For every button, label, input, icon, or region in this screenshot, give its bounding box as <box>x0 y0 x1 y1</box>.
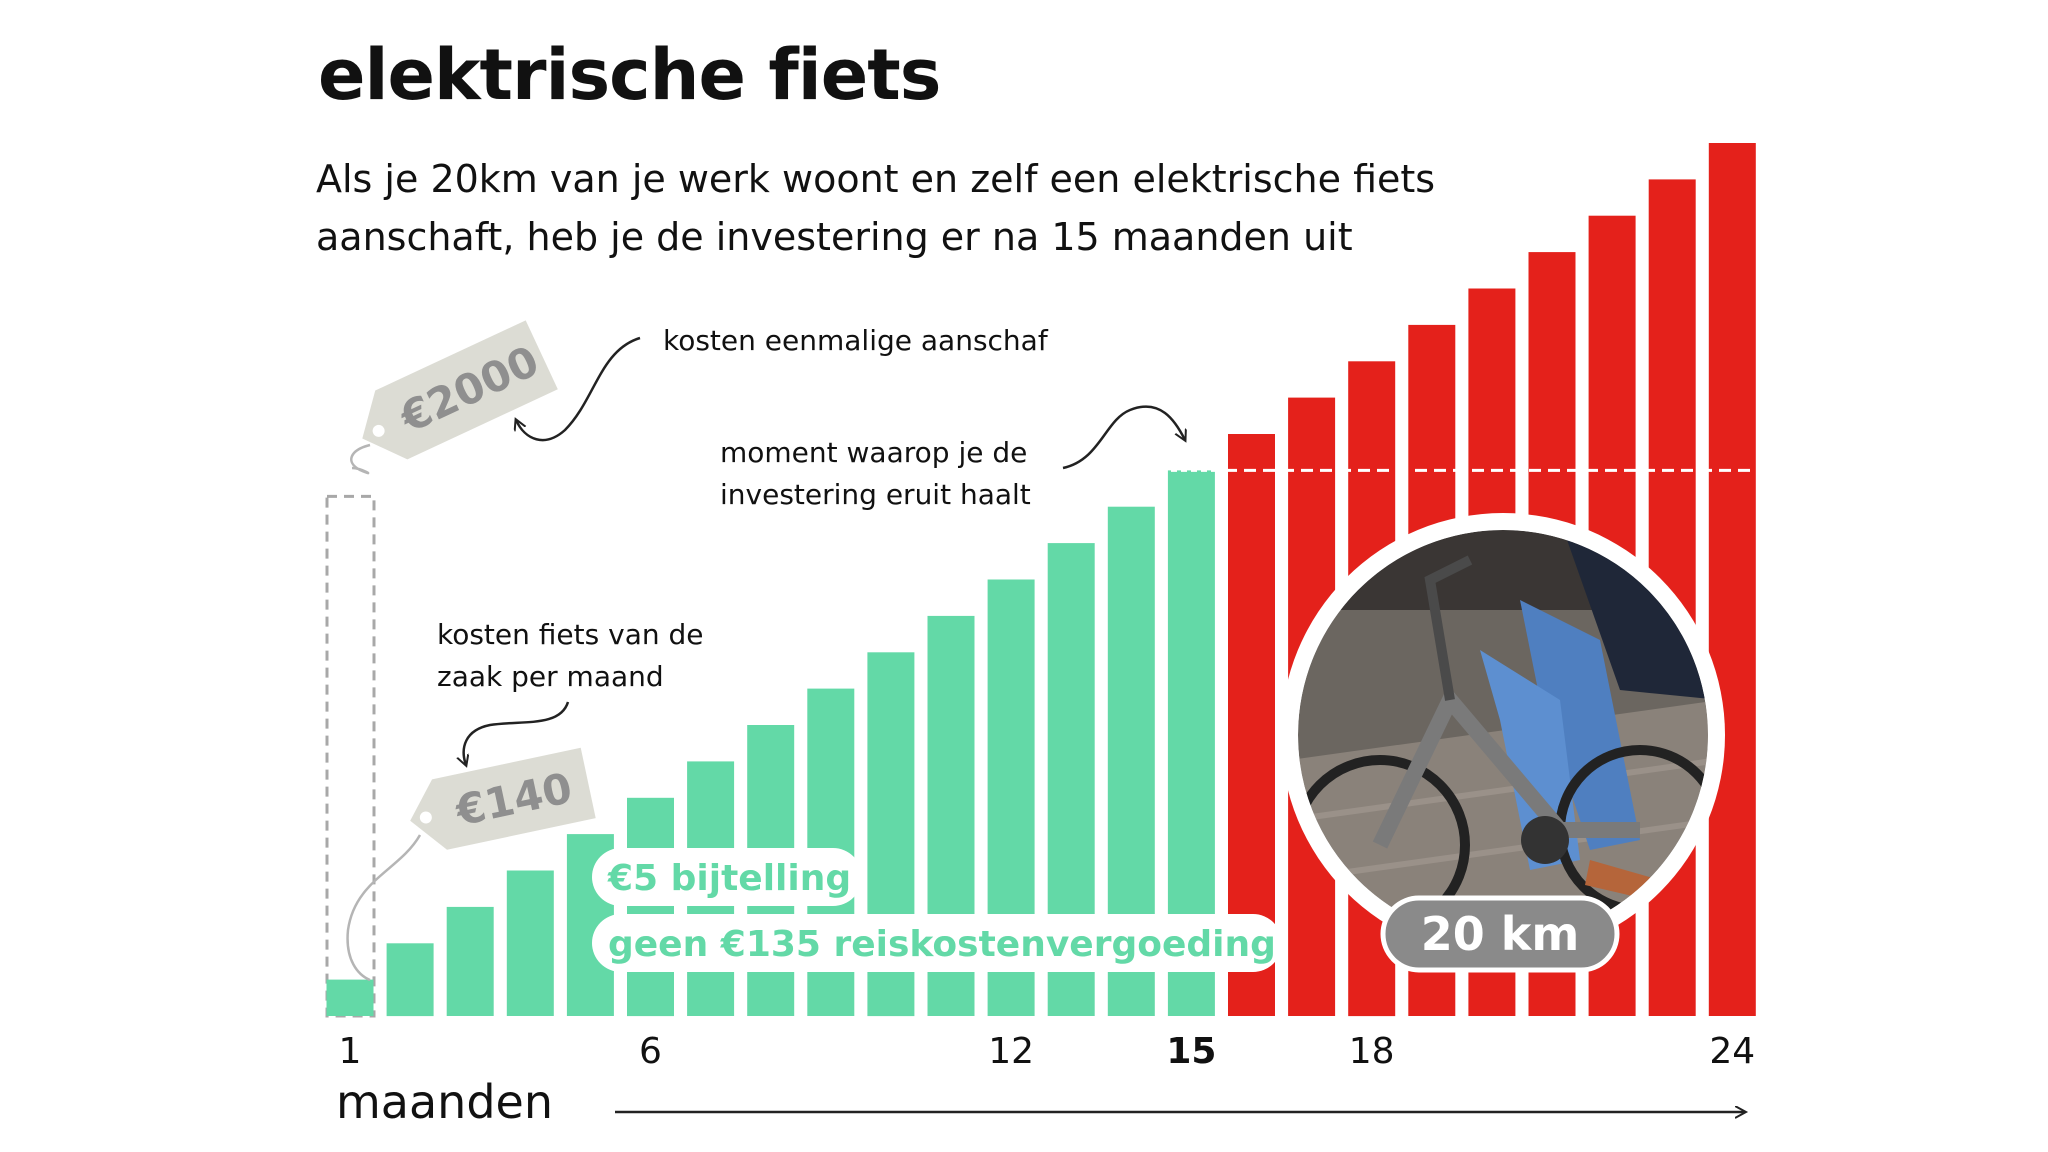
price-tag-purchase: €2000 <box>362 320 558 460</box>
distance-badge-text: 20 km <box>1421 907 1580 961</box>
purchase-value-box <box>325 494 376 1018</box>
bar-month-24 <box>1708 143 1756 1016</box>
distance-badge: 20 km <box>1380 895 1620 973</box>
label-bijtelling-text: €5 bijtelling <box>607 858 851 899</box>
chart-title: elektrische fiets <box>318 34 941 116</box>
x-tick-15: 15 <box>1166 1031 1216 1072</box>
bar-month-3 <box>446 906 494 1016</box>
annotation-purchase-arrow <box>516 336 641 442</box>
x-axis-ticks: 1 6 12 15 18 24 <box>339 1031 1756 1072</box>
bar-month-1 <box>326 979 374 1016</box>
x-tick-1: 1 <box>339 1031 362 1072</box>
x-tick-24: 24 <box>1709 1031 1755 1072</box>
x-tick-12: 12 <box>988 1031 1034 1072</box>
price-tag-monthly: €140 <box>410 747 596 850</box>
x-tick-6: 6 <box>639 1031 662 1072</box>
x-axis-label: maanden <box>336 1075 553 1129</box>
cyclist-photo <box>1281 513 1725 957</box>
annotation-break-even-line1: moment waarop je de <box>720 436 1027 469</box>
price-tag-purchase-string <box>350 443 371 475</box>
x-tick-18: 18 <box>1349 1031 1395 1072</box>
annotation-purchase-cost: kosten eenmalige aanschaf <box>663 324 1049 357</box>
bar-month-4 <box>506 870 554 1016</box>
label-vergoeding: geen €135 reiskostenvergoeding <box>592 914 1282 972</box>
annotation-lease-cost-arrow <box>464 701 570 765</box>
price-tag-monthly-string <box>346 834 422 982</box>
annotation-lease-cost-line1: kosten fiets van de <box>437 618 704 651</box>
bar-month-6 <box>627 797 674 1017</box>
bar-month-2 <box>386 943 434 1017</box>
chart-subtitle: Als je 20km van je werk woont en zelf ee… <box>316 157 1436 259</box>
label-bijtelling: €5 bijtelling <box>592 848 862 906</box>
label-vergoeding-text: geen €135 reiskostenvergoeding <box>608 924 1276 965</box>
annotation-break-even-line2: investering eruit haalt <box>720 478 1031 511</box>
annotation-break-even-arrow <box>1062 405 1185 470</box>
annotation-lease-cost-line2: zaak per maand <box>437 660 664 693</box>
